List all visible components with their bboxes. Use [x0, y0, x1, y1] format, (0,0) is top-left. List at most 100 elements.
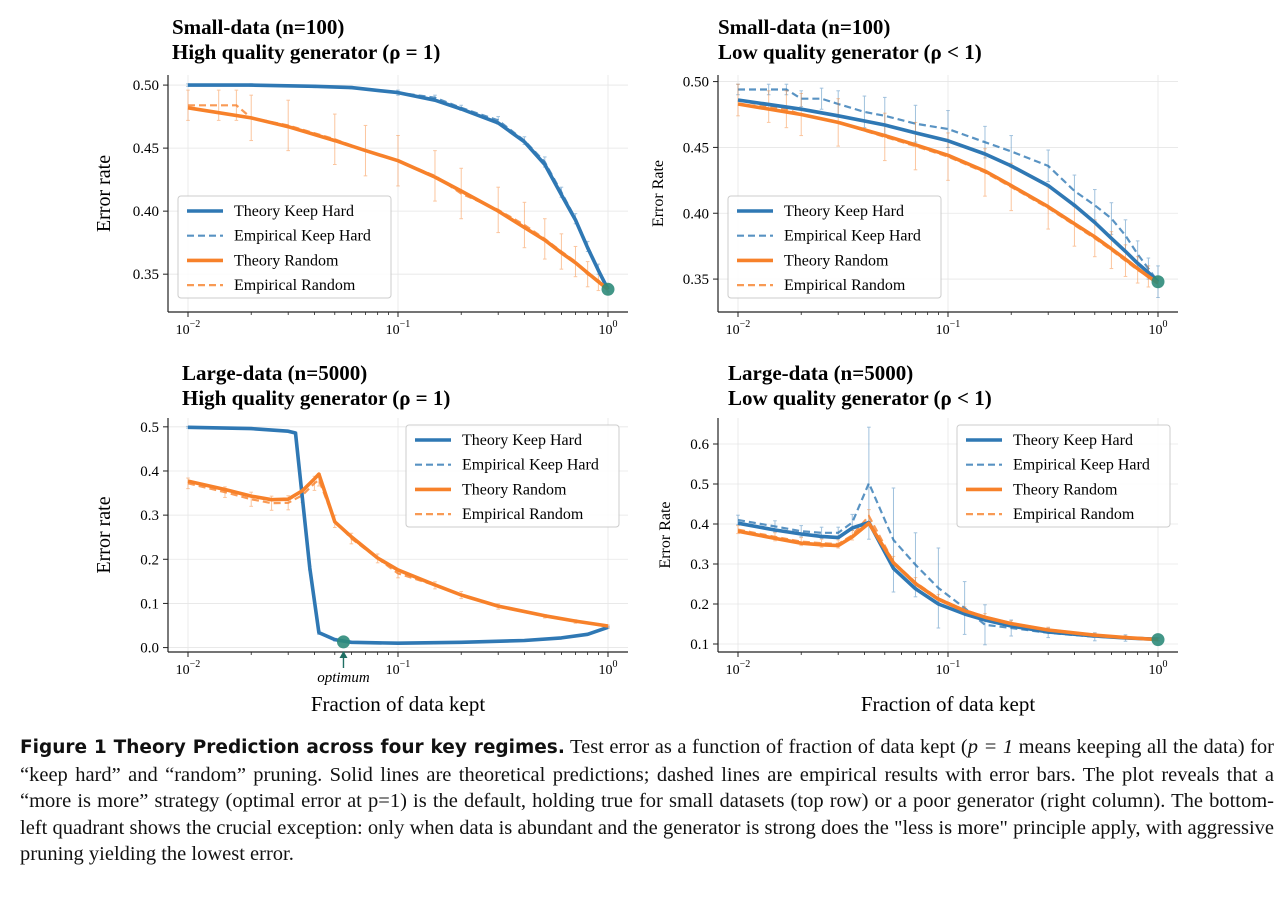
y-tick-label: 0.2: [140, 552, 159, 568]
panel-title-line: Small-data (n=100): [172, 15, 344, 39]
error-bar: [819, 87, 824, 110]
y-tick-label: 0.3: [140, 508, 159, 524]
y-tick-label: 0.45: [133, 141, 159, 157]
legend-label: Empirical Random: [784, 277, 906, 294]
x-tick-label: 100: [1149, 659, 1168, 678]
caption-math: p = 1: [967, 736, 1014, 758]
y-tick-label: 0.6: [690, 437, 709, 453]
legend: Theory Keep Hard Empirical Keep Hard Theor…: [727, 195, 942, 299]
legend-label: Empirical Keep Hard: [1013, 457, 1150, 474]
x-tick-label: 10−2: [726, 659, 751, 678]
y-tick-label: 0.50: [133, 78, 159, 94]
error-bar: [799, 90, 804, 108]
panel-1: 0.35 0.40 0.45 0.50 10−2 10−1 100 Small-data (n…: [93, 15, 628, 338]
error-bar: [766, 83, 771, 96]
x-axis-label: Fraction of data kept: [861, 692, 1036, 716]
legend-label: Empirical Keep Hard: [784, 228, 921, 245]
y-tick-label: 0.45: [683, 140, 709, 156]
panel-3: 0.0 0.1 0.2 0.3 0.4 0.5 10−2 10−1 100 Large-data …: [93, 361, 628, 716]
panel-title-line: Low quality generator (ρ < 1): [718, 40, 982, 64]
panel-title-line: Large-data (n=5000): [182, 361, 367, 385]
x-tick-label: 10−2: [176, 319, 201, 338]
legend-label: Theory Random: [462, 481, 567, 498]
y-tick-label: 0.40: [133, 204, 159, 220]
figure-caption: Figure 1 Theory Prediction across four k…: [20, 734, 1274, 868]
legend-label: Theory Random: [234, 252, 339, 269]
legend-box: [727, 195, 942, 299]
error-bar: [913, 104, 918, 143]
legend: Theory Keep Hard Empirical Keep Hard Theor…: [177, 195, 392, 299]
x-tick-label: 100: [599, 659, 618, 678]
series-theory-random: [187, 472, 609, 628]
y-tick-label: 0.1: [690, 637, 709, 653]
legend-label: Empirical Random: [462, 506, 584, 523]
y-tick-label: 0.35: [133, 267, 159, 283]
y-tick-label: 0.2: [690, 597, 709, 613]
error-bar: [216, 89, 221, 121]
panel-2: 0.35 0.40 0.45 0.50 10−2 10−1 100 Small-data (n…: [650, 15, 1178, 338]
legend-label: Theory Random: [784, 252, 889, 269]
optimum-marker: [1151, 633, 1165, 647]
series-theory-random: [737, 102, 1160, 285]
panel-title-line: High quality generator (ρ = 1): [172, 40, 440, 64]
panel-title-line: High quality generator (ρ = 1): [182, 386, 450, 410]
legend-label: Theory Keep Hard: [462, 432, 582, 449]
y-tick-label: 0.5: [690, 477, 709, 493]
series-theory-random: [737, 521, 1159, 642]
x-tick-label: 10−1: [386, 659, 411, 678]
caption-text-b: means keeping all the data) for “keep ha…: [20, 736, 1274, 865]
x-axis-label: Fraction of data kept: [311, 692, 486, 716]
caption-label: Figure 1 Theory Prediction across four k…: [20, 737, 565, 758]
x-tick-label: 10−2: [726, 319, 751, 338]
x-tick-label: 10−1: [936, 659, 961, 678]
x-tick-label: 10−1: [386, 319, 411, 338]
optimum-arrow-head: [339, 651, 348, 658]
series-empirical-keep-hard: [738, 88, 1159, 283]
legend-box: [405, 424, 620, 528]
error-bar: [766, 90, 771, 123]
error-bar: [1109, 202, 1114, 235]
y-tick-label: 0.40: [683, 206, 709, 222]
y-tick-label: 0.5: [140, 420, 159, 436]
y-tick-label: 0.4: [690, 517, 709, 533]
y-axis-label: Error Rate: [650, 160, 667, 227]
legend-label: Empirical Keep Hard: [462, 457, 599, 474]
x-tick-label: 100: [1149, 319, 1168, 338]
series-theory-random: [187, 106, 610, 291]
optimum-marker: [1151, 275, 1165, 289]
legend-label: Theory Keep Hard: [784, 203, 904, 220]
legend-box: [956, 424, 1171, 528]
y-axis-label: Error rate: [93, 496, 115, 573]
legend-label: Empirical Keep Hard: [234, 228, 371, 245]
figure: 0.35 0.40 0.45 0.50 10−2 10−1 100 Small-data (n…: [93, 15, 1178, 716]
x-tick-label: 10−2: [176, 659, 201, 678]
error-bar: [867, 426, 871, 540]
panel-title-line: Small-data (n=100): [718, 15, 890, 39]
y-tick-label: 0.4: [140, 464, 159, 480]
error-bar: [983, 604, 987, 646]
legend-label: Theory Random: [1013, 481, 1118, 498]
optimum-marker: [336, 635, 350, 649]
series-theory-keep-hard: [737, 98, 1160, 283]
series-theory-keep-hard: [188, 83, 610, 291]
y-tick-label: 0.0: [140, 641, 159, 657]
series-empirical-random: [187, 478, 609, 628]
optimum-annotation: optimum: [317, 670, 370, 686]
y-tick-label: 0.50: [683, 75, 709, 91]
y-axis-label: Error Rate: [657, 501, 674, 568]
panel-title-line: Low quality generator (ρ < 1): [728, 386, 992, 410]
series-empirical-keep-hard: [737, 480, 1159, 641]
x-tick-label: 10−1: [936, 319, 961, 338]
panel-title-line: Large-data (n=5000): [728, 361, 913, 385]
legend-label: Theory Keep Hard: [234, 203, 354, 220]
caption-text-a: Test error as a function of fraction of …: [564, 736, 968, 758]
x-tick-label: 100: [599, 319, 618, 338]
legend: Theory Keep Hard Empirical Keep Hard Theor…: [956, 424, 1171, 528]
y-axis-label: Error rate: [93, 155, 115, 232]
legend-label: Empirical Random: [1013, 506, 1135, 523]
legend-label: Empirical Random: [234, 277, 356, 294]
y-tick-label: 0.35: [683, 272, 709, 288]
legend: Theory Keep Hard Empirical Keep Hard Theor…: [405, 424, 620, 528]
panel-4: 0.1 0.2 0.3 0.4 0.5 0.6 10−2 10−1 100 Large-data …: [657, 361, 1178, 716]
y-tick-label: 0.1: [140, 596, 159, 612]
